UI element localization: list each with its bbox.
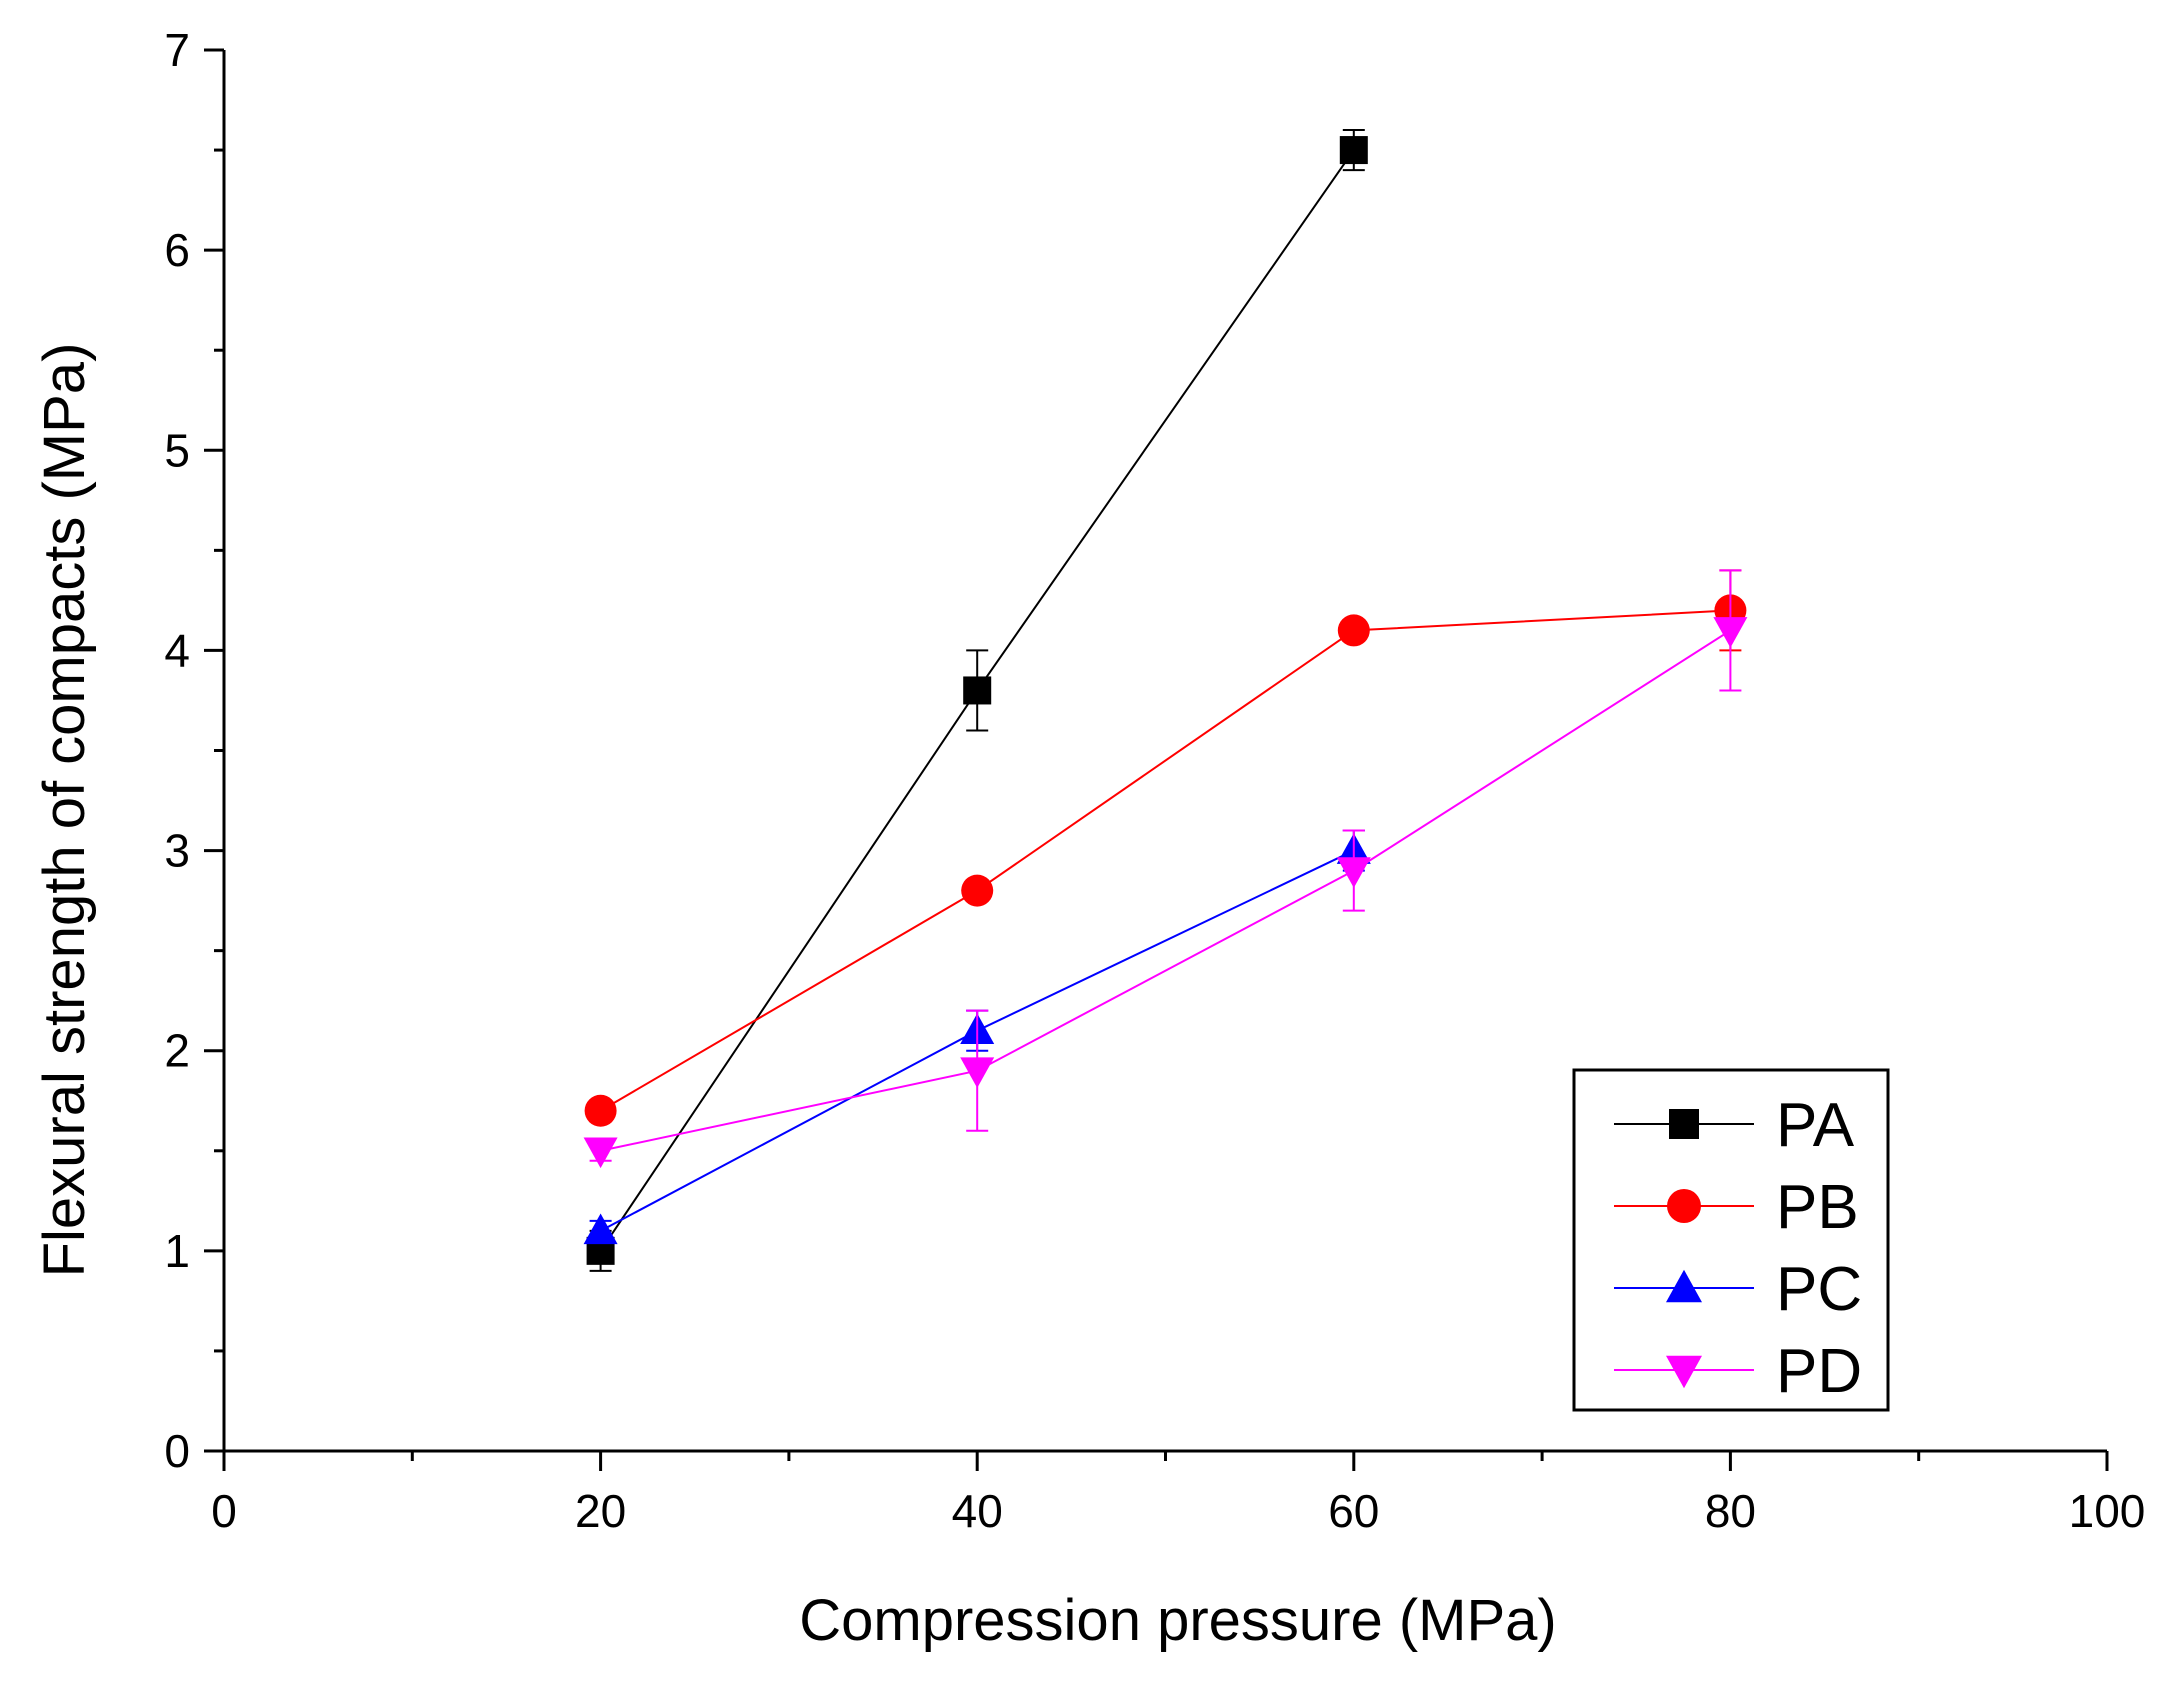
x-axis-title: Compression pressure (MPa) bbox=[799, 1588, 1556, 1653]
legend-label: PB bbox=[1776, 1173, 1859, 1242]
legend-item-pa: PA bbox=[1614, 1091, 1855, 1160]
legend-marker bbox=[1666, 1355, 1702, 1389]
x-tick-label: 0 bbox=[211, 1485, 237, 1537]
legend-item-pb: PB bbox=[1614, 1173, 1859, 1242]
legend-label: PC bbox=[1776, 1255, 1862, 1324]
y-tick-label: 3 bbox=[164, 825, 190, 877]
legend-label: PD bbox=[1776, 1337, 1862, 1406]
data-point-pd bbox=[1713, 617, 1748, 648]
x-tick-label: 20 bbox=[575, 1485, 626, 1537]
y-tick-label: 6 bbox=[164, 224, 190, 276]
legend-marker bbox=[1666, 1269, 1702, 1303]
data-point-pa bbox=[963, 676, 992, 705]
y-tick-label: 7 bbox=[164, 24, 190, 76]
data-point-pb bbox=[584, 1094, 617, 1127]
legend-marker bbox=[1669, 1109, 1699, 1139]
data-point-pd bbox=[1336, 857, 1371, 888]
data-point-pb bbox=[1337, 614, 1370, 647]
y-tick-label: 2 bbox=[164, 1025, 190, 1077]
data-point-pb bbox=[961, 874, 994, 907]
legend-box bbox=[1572, 1068, 1890, 1412]
legend: PA PB PC PD bbox=[1572, 1068, 1890, 1412]
x-tick-label: 80 bbox=[1705, 1485, 1756, 1537]
series-pa bbox=[586, 129, 1368, 1272]
y-axis-title: Flexural strength of compacts (MPa) bbox=[32, 343, 97, 1278]
data-point-pa bbox=[1339, 136, 1368, 165]
legend-item-pc: PC bbox=[1614, 1255, 1862, 1324]
legend-label: PA bbox=[1776, 1091, 1855, 1160]
series-line-pb bbox=[600, 609, 1731, 1112]
x-tick-label: 60 bbox=[1328, 1485, 1379, 1537]
y-tick-label: 1 bbox=[164, 1225, 190, 1277]
x-tick-label: 40 bbox=[952, 1485, 1003, 1537]
y-tick-label: 5 bbox=[164, 424, 190, 476]
series-line-pd bbox=[600, 629, 1731, 1152]
x-tick-label: 100 bbox=[2069, 1485, 2146, 1537]
y-tick-label: 4 bbox=[164, 624, 190, 676]
series-layer bbox=[583, 129, 1748, 1272]
data-point-pd bbox=[960, 1057, 995, 1089]
data-point-pd bbox=[583, 1137, 618, 1169]
legend-marker bbox=[1667, 1189, 1701, 1223]
data-point-pc bbox=[583, 1213, 618, 1245]
axes: 0 1 2 3 4 5 6 7 0 20 40 60 80 100 bbox=[164, 24, 2145, 1537]
y-tick-label: 0 bbox=[164, 1425, 190, 1477]
legend-item-pd: PD bbox=[1614, 1337, 1862, 1406]
series-pd bbox=[583, 569, 1748, 1169]
series-pb bbox=[584, 569, 1747, 1127]
